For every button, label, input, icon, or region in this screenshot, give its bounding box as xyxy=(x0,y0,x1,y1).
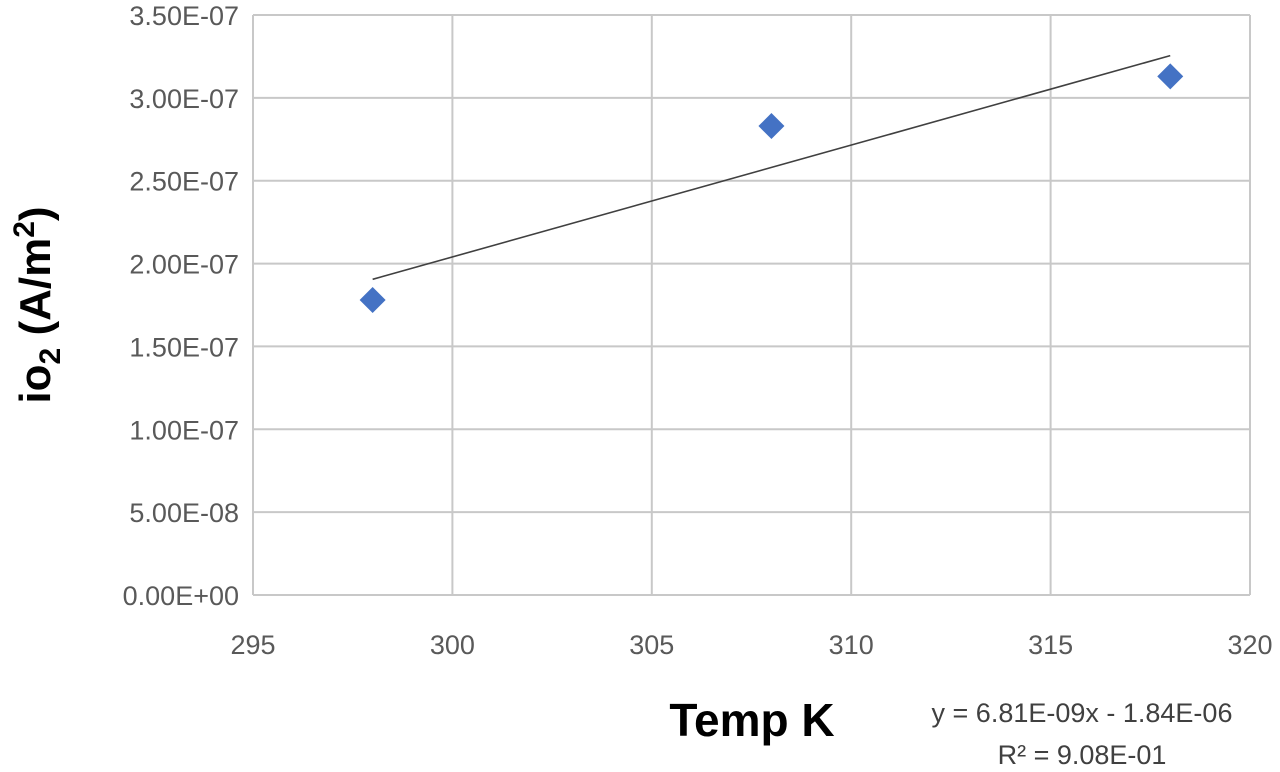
y-tick-label: 1.00E-07 xyxy=(129,415,239,445)
y-tick-label: 5.00E-08 xyxy=(129,498,239,528)
data-point xyxy=(359,287,386,314)
x-tick-label: 315 xyxy=(1028,630,1073,660)
x-tick-label: 305 xyxy=(629,630,674,660)
x-tick-label: 300 xyxy=(430,630,475,660)
trendline xyxy=(372,54,1171,281)
y-tick-label: 2.00E-07 xyxy=(129,250,239,280)
data-point xyxy=(758,113,785,140)
y-axis-title: io2 (A/m2) xyxy=(8,206,67,403)
data-point xyxy=(1157,63,1184,90)
y-tick-label: 3.50E-07 xyxy=(129,1,239,31)
y-tick-label: 2.50E-07 xyxy=(129,167,239,197)
data-points xyxy=(359,63,1184,314)
y-tick-label: 3.00E-07 xyxy=(129,84,239,114)
y-tick-label: 1.50E-07 xyxy=(129,332,239,362)
trendline-equation: y = 6.81E-09x - 1.84E-06 xyxy=(932,698,1233,728)
grid-lines xyxy=(252,14,1251,596)
y-tick-labels: 0.00E+00 5.00E-08 1.00E-07 1.50E-07 2.00E-07… xyxy=(123,1,239,611)
y-tick-label: 0.00E+00 xyxy=(123,581,239,611)
x-tick-label: 295 xyxy=(230,630,275,660)
x-axis-title: Temp K xyxy=(669,694,834,746)
trendline-r-squared: R² = 9.08E-01 xyxy=(998,740,1167,770)
trendline-group xyxy=(372,54,1171,281)
x-tick-label: 320 xyxy=(1227,630,1272,660)
x-tick-labels: 295 300 305 310 315 320 xyxy=(230,630,1272,660)
x-tick-label: 310 xyxy=(829,630,874,660)
